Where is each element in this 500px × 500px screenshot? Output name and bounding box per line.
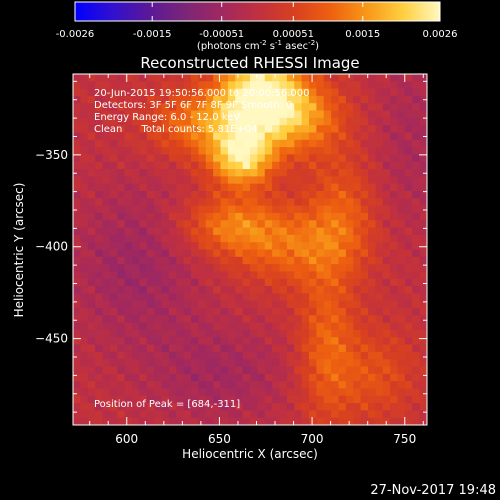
colorbar-gradient <box>74 1 441 22</box>
chart-title: Reconstructed RHESSI Image <box>140 54 359 72</box>
info-annotation: 20-Jun-2015 19:50:56.000 to 20:00:56.000… <box>94 88 310 135</box>
x-axis-label: Heliocentric X (arcsec) <box>182 447 318 461</box>
colorbar-tick-label: -0.0015 <box>133 29 172 40</box>
x-tick-label: 700 <box>301 432 324 446</box>
peak-position-label: Position of Peak = [684,-311] <box>94 399 240 410</box>
heatmap-image <box>73 74 427 425</box>
x-axis: 600 650 700 750 <box>89 74 424 446</box>
y-axis-label: Heliocentric Y (arcsec) <box>12 183 26 318</box>
colorbar: -0.0026 -0.0015 -0.00051 0.00051 0.0015 0.002… <box>56 1 458 52</box>
y-axis: −450 −400 −350 <box>35 80 427 413</box>
info-line-energy: Energy Range: 6.0 - 12.0 keV <box>94 112 240 123</box>
colorbar-tick-label: 0.00051 <box>273 29 314 40</box>
x-tick-label: 750 <box>393 432 416 446</box>
footer-date: 27-Nov-2017 19:48 <box>370 483 496 498</box>
plot-frame <box>72 73 428 426</box>
y-tick-label: −400 <box>35 240 68 254</box>
colorbar-tick-label: -0.00051 <box>199 29 244 40</box>
colorbar-tick-label: 0.0026 <box>423 29 458 40</box>
colorbar-tick-label: 0.0015 <box>345 29 380 40</box>
x-tick-label: 600 <box>115 432 138 446</box>
colorbar-ticks: -0.0026 -0.0015 -0.00051 0.00051 0.0015 0.002… <box>56 2 458 40</box>
info-line-detectors: Detectors: 3F 5F 6F 7F 8F 9F Smooth: 0 <box>94 100 293 111</box>
y-tick-label: −350 <box>35 148 68 162</box>
colorbar-tick-label: -0.0026 <box>56 29 95 40</box>
y-tick-label: −450 <box>35 332 68 346</box>
info-line-time: 20-Jun-2015 19:50:56.000 to 20:00:56.000 <box>94 88 310 99</box>
info-line-counts: Clean Total counts: 5.81E+04 <box>94 124 258 135</box>
colorbar-unit: (photons cm-2 s-1 asec-2) <box>197 39 319 52</box>
x-tick-label: 650 <box>208 432 231 446</box>
